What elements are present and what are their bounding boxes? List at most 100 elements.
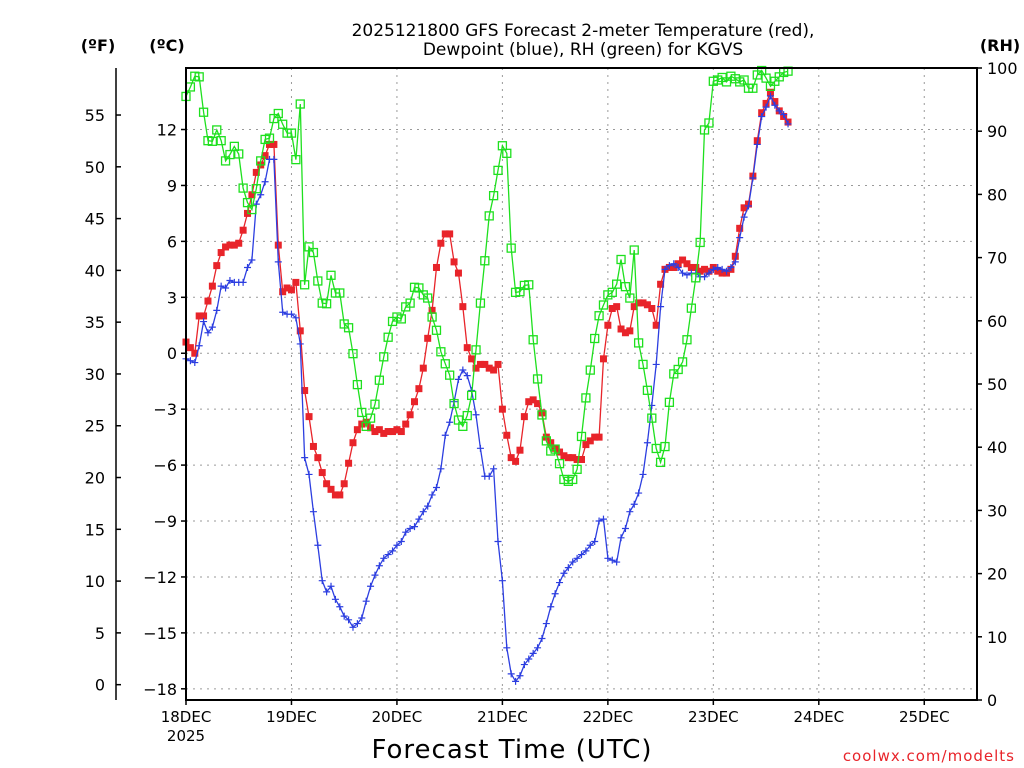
temperature-point [617, 325, 625, 333]
fahrenheit-tick-label: 25 [85, 417, 105, 436]
dewpoint-point [336, 603, 344, 611]
dewpoint-point [652, 360, 660, 368]
rh-point [660, 441, 670, 452]
temperature-point [371, 428, 379, 436]
dewpoint-point [665, 262, 673, 270]
temperature-point [476, 360, 484, 368]
rh-point [642, 385, 653, 395]
temperature-point [516, 446, 524, 454]
temperature-point [406, 411, 414, 419]
temperature-point [208, 282, 216, 290]
dewpoint-point [195, 342, 203, 350]
dewpoint-point [551, 590, 559, 598]
plot-frame [185, 67, 978, 701]
dewpoint-point [630, 500, 638, 508]
dewpoint-point [402, 528, 410, 536]
temperature-point [512, 457, 520, 465]
dewpoint-point [727, 263, 735, 271]
rh-point [475, 298, 486, 308]
temperature-point [239, 226, 247, 234]
rh-point [612, 279, 622, 289]
dewpoint-point [419, 508, 427, 516]
rh-point [480, 256, 490, 266]
rh-point [524, 280, 534, 290]
dewpoint-point [191, 359, 199, 367]
rh-point [335, 288, 345, 298]
dewpoint-point [498, 577, 506, 585]
rh-tick-label: 100 [987, 59, 1018, 78]
temperature-point [450, 258, 458, 266]
dewpoint-point [586, 541, 594, 549]
rh-point [256, 156, 266, 166]
temperature-point [331, 491, 339, 499]
x-axis-title: Forecast Time (UTC) [371, 735, 652, 765]
rh-point [326, 270, 336, 280]
dewpoint-point [635, 489, 643, 497]
temperature-point [437, 239, 445, 247]
dewpoint-point [547, 603, 555, 611]
dewpoint-point [626, 508, 634, 516]
dewpoint-point [472, 411, 480, 419]
rh-point [647, 413, 657, 423]
dewpoint-point [604, 554, 612, 562]
dewpoint-point [186, 357, 194, 365]
temperature-point [736, 224, 744, 232]
rh-point [357, 407, 367, 418]
x-tick-label: 19DEC [266, 708, 317, 726]
dewpoint-point [371, 571, 379, 579]
temperature-point [766, 88, 774, 96]
fahrenheit-tick-label: 0 [95, 676, 105, 695]
temperature-point [481, 360, 489, 368]
temperature-point [586, 437, 594, 445]
temperature-point [274, 241, 282, 249]
temperature-point [380, 429, 388, 437]
temperature-point [459, 303, 467, 311]
rh-point [532, 374, 543, 384]
temperature-point [692, 263, 700, 271]
temperature-point [393, 426, 401, 434]
rh-point [506, 243, 516, 253]
temperature-point [327, 485, 335, 493]
dewpoint-point [639, 470, 647, 478]
celsius-tick-label: 9 [167, 176, 177, 195]
temperature-point [569, 454, 577, 462]
celsius-tick-label: 0 [167, 344, 177, 363]
rh-point [299, 280, 310, 290]
temperature-point [186, 344, 194, 352]
dewpoint-point [459, 366, 467, 374]
temperature-point [283, 284, 291, 292]
dewpoint-point [714, 263, 722, 271]
temperature-point [639, 299, 647, 307]
dewpoint-point [775, 107, 783, 115]
rh-point [598, 300, 609, 310]
temperature-point [731, 252, 739, 260]
temperature-point [613, 303, 621, 311]
dewpoint-point [784, 120, 792, 128]
dewpoint-point [380, 554, 388, 562]
temperature-point [402, 420, 410, 428]
rh-point [677, 357, 688, 367]
temperature-point [630, 303, 638, 311]
x-tick-label: 23DEC [688, 708, 739, 726]
rh-point [537, 410, 547, 420]
temperature-point [595, 433, 603, 441]
temperature-point [292, 278, 300, 286]
dewpoint-point [771, 101, 779, 109]
dewpoint-point [217, 282, 225, 290]
temperature-point [591, 433, 599, 441]
dewpoint-point [617, 534, 625, 542]
temperature-point [503, 431, 511, 439]
rh-tick-label: 80 [987, 185, 1007, 204]
temperature-point [679, 256, 687, 264]
temperature-point [384, 428, 392, 436]
rh-point [462, 410, 472, 421]
rh-point [247, 204, 257, 215]
rh-tick-label: 60 [987, 312, 1007, 331]
temperature-point [608, 304, 616, 312]
temperature-point [424, 334, 432, 342]
rh-point [748, 83, 758, 93]
dewpoint-point [318, 577, 326, 585]
temperature-point [468, 355, 476, 363]
dewpoint-point [375, 562, 383, 570]
